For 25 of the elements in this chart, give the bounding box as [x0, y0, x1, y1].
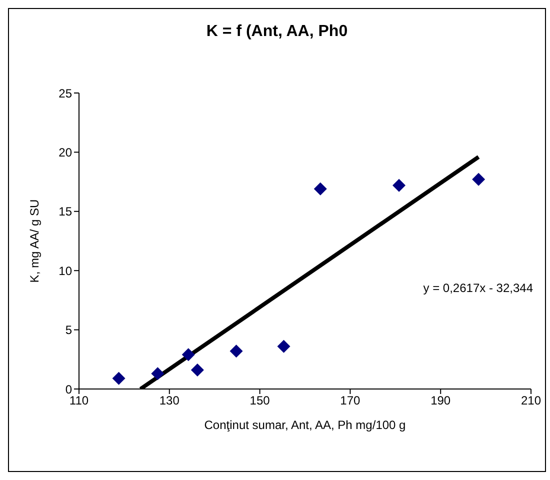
point — [392, 178, 406, 192]
x-axis-title: Conţinut sumar, Ant, AA, Ph mg/100 g — [204, 418, 406, 432]
point — [472, 172, 486, 186]
point — [190, 364, 204, 377]
x-tick-label: 130 — [159, 394, 180, 408]
y-tick-label: 20 — [58, 145, 72, 160]
point — [314, 182, 327, 196]
chart-title: K = f (Ant, AA, Ph0 — [205, 23, 349, 41]
y-tick-label: 15 — [58, 204, 72, 219]
y-axis-title: K, mg AA/ g SU — [27, 199, 42, 283]
annotation: y = 0,2617x - 32,344 — [423, 281, 533, 295]
x-tick-label: 190 — [430, 394, 451, 408]
y-tick-label: 10 — [58, 264, 72, 278]
y-tick-label: 0 — [65, 382, 72, 396]
point — [277, 340, 290, 353]
x-tick-label: 110 — [69, 394, 89, 408]
y-tick-label: 25 — [58, 86, 72, 100]
x-tick-label: 170 — [340, 394, 361, 408]
x-tick-label: 150 — [250, 394, 270, 408]
point — [151, 367, 164, 380]
point — [182, 348, 195, 362]
y-tick-label: 5 — [65, 323, 72, 338]
point — [112, 372, 126, 385]
point — [230, 344, 243, 358]
x-tick-label: 210 — [520, 394, 542, 408]
